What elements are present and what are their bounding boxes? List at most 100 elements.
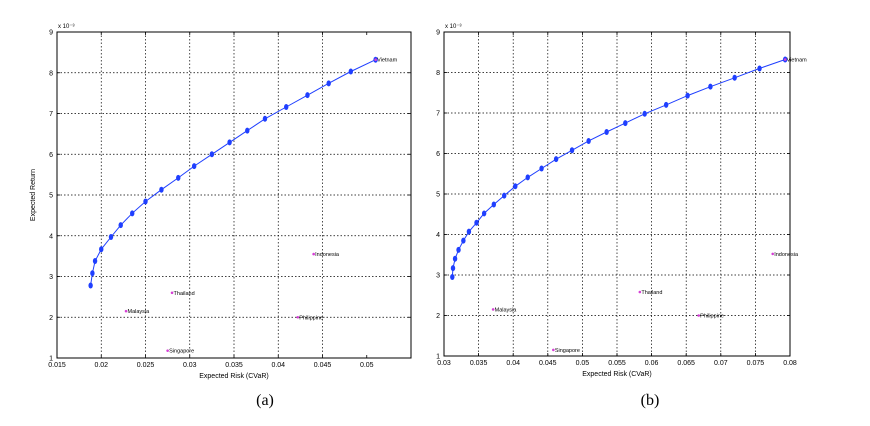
- y-tick-label: 1: [49, 356, 53, 363]
- y-tick-label: 1: [436, 354, 440, 361]
- frontier-point: [491, 201, 497, 208]
- country-label: Indonesia: [315, 252, 340, 258]
- y-tick-label: 4: [49, 233, 53, 240]
- y-tick-label: 4: [436, 232, 440, 239]
- frontier-point: [474, 219, 479, 226]
- frontier-point: [118, 222, 123, 229]
- x-tick-label: 0.045: [314, 362, 332, 369]
- x-tick-label: 0.075: [747, 360, 765, 367]
- country-point: [491, 308, 495, 311]
- frontier-point: [176, 174, 181, 181]
- frontier-point: [143, 198, 148, 205]
- frontier-point: [502, 192, 507, 199]
- country-point: [170, 291, 174, 295]
- country-point: [771, 252, 774, 256]
- country-point: [296, 315, 300, 319]
- country-point: [552, 348, 555, 352]
- country-label: Philippine: [700, 314, 724, 320]
- x-tick-label: 0.05: [576, 360, 590, 367]
- x-tick-label: 0.05: [360, 362, 374, 369]
- country-point: [124, 309, 128, 313]
- y-tick-label: 3: [49, 274, 53, 281]
- frontier-point: [245, 127, 250, 134]
- y-axis-title: Expected Return: [30, 169, 37, 221]
- y-exponent-label: x 10⁻³: [445, 24, 462, 30]
- country-point: [783, 58, 787, 61]
- x-tick-label: 0.03: [437, 360, 451, 367]
- y-tick-label: 2: [49, 315, 53, 322]
- frontier-point: [262, 115, 268, 122]
- country-point: [374, 58, 377, 62]
- frontier-point: [569, 147, 575, 154]
- frontier-point: [466, 228, 472, 235]
- frontier-point: [450, 274, 455, 281]
- chart-a: 0.015 0.02 0.025 0.03 0.035 0.04 0.045 0.05 1 2 3 4…: [30, 24, 412, 380]
- frontier-point: [90, 270, 95, 277]
- x-tick-label: 0.015: [48, 362, 66, 369]
- y-tick-label: 3: [436, 273, 440, 280]
- frontier-point: [513, 183, 518, 190]
- frontier-point: [553, 156, 559, 163]
- frontier-point: [456, 246, 461, 253]
- country-label: Malaysia: [495, 307, 518, 313]
- frontier-point: [623, 120, 628, 127]
- country-label: Thailand: [174, 291, 195, 297]
- frontier-point: [757, 65, 762, 72]
- frontier-point: [209, 151, 215, 158]
- frontier-point: [642, 110, 647, 117]
- frontier-point: [708, 83, 713, 90]
- country-label: Vietnam: [787, 58, 807, 64]
- frontier-line: [90, 59, 376, 286]
- country-label: Thailand: [641, 290, 662, 296]
- frontier-point: [539, 165, 544, 172]
- y-exponent-label: x 10⁻³: [58, 24, 75, 30]
- y-tick-label: 2: [436, 313, 440, 320]
- x-tick-label: 0.045: [539, 360, 557, 367]
- x-tick-label: 0.04: [506, 360, 520, 367]
- frontier-point: [305, 92, 310, 99]
- frontier-point: [284, 103, 289, 110]
- frontier-point: [227, 139, 232, 146]
- y-tick-label: 5: [49, 193, 53, 200]
- y-tick-label: 6: [436, 151, 440, 158]
- country-point: [166, 349, 169, 352]
- frontier-point: [481, 210, 487, 217]
- frontier-point: [108, 233, 114, 240]
- frontier-point: [191, 163, 197, 170]
- y-tick-label: 7: [49, 111, 53, 118]
- chart-panel-a: 0.015 0.02 0.025 0.03 0.035 0.04 0.045 0.05 1 2 3 4…: [30, 24, 412, 380]
- frontier-point: [88, 282, 93, 289]
- country-label: Singapore: [169, 349, 194, 355]
- country-label: Indonesia: [774, 252, 799, 258]
- x-tick-label: 0.035: [225, 362, 243, 369]
- x-tick-label: 0.055: [608, 360, 626, 367]
- x-axis-title: Expected Risk (CVaR): [199, 373, 269, 380]
- country-point: [312, 252, 315, 256]
- country-label: Malaysia: [128, 309, 151, 315]
- y-tick-label: 7: [436, 111, 440, 118]
- country-label: Singapore: [555, 348, 580, 354]
- country-label: Vietnam: [377, 58, 397, 64]
- x-tick-label: 0.04: [271, 362, 285, 369]
- frontier-line: [451, 59, 786, 278]
- x-tick-label: 0.025: [137, 362, 155, 369]
- x-tick-label: 0.065: [677, 360, 695, 367]
- y-tick-label: 6: [49, 152, 53, 159]
- x-tick-label: 0.07: [714, 360, 728, 367]
- frontier-point: [348, 68, 354, 75]
- x-tick-label: 0.035: [470, 360, 488, 367]
- x-tick-label: 0.08: [783, 360, 797, 367]
- frontier-point: [461, 237, 466, 244]
- frontier-point: [452, 255, 458, 262]
- caption-a: (a): [256, 392, 274, 409]
- x-tick-label: 0.02: [94, 362, 108, 369]
- country-point: [697, 314, 700, 317]
- frontier-point: [92, 258, 98, 265]
- x-tick-label: 0.03: [183, 362, 197, 369]
- frontier-point: [685, 92, 690, 99]
- y-tick-label: 9: [49, 30, 53, 37]
- grid: [57, 32, 411, 358]
- frontier-point: [586, 137, 591, 144]
- frontier-point: [525, 174, 530, 181]
- frontier-point: [663, 101, 669, 108]
